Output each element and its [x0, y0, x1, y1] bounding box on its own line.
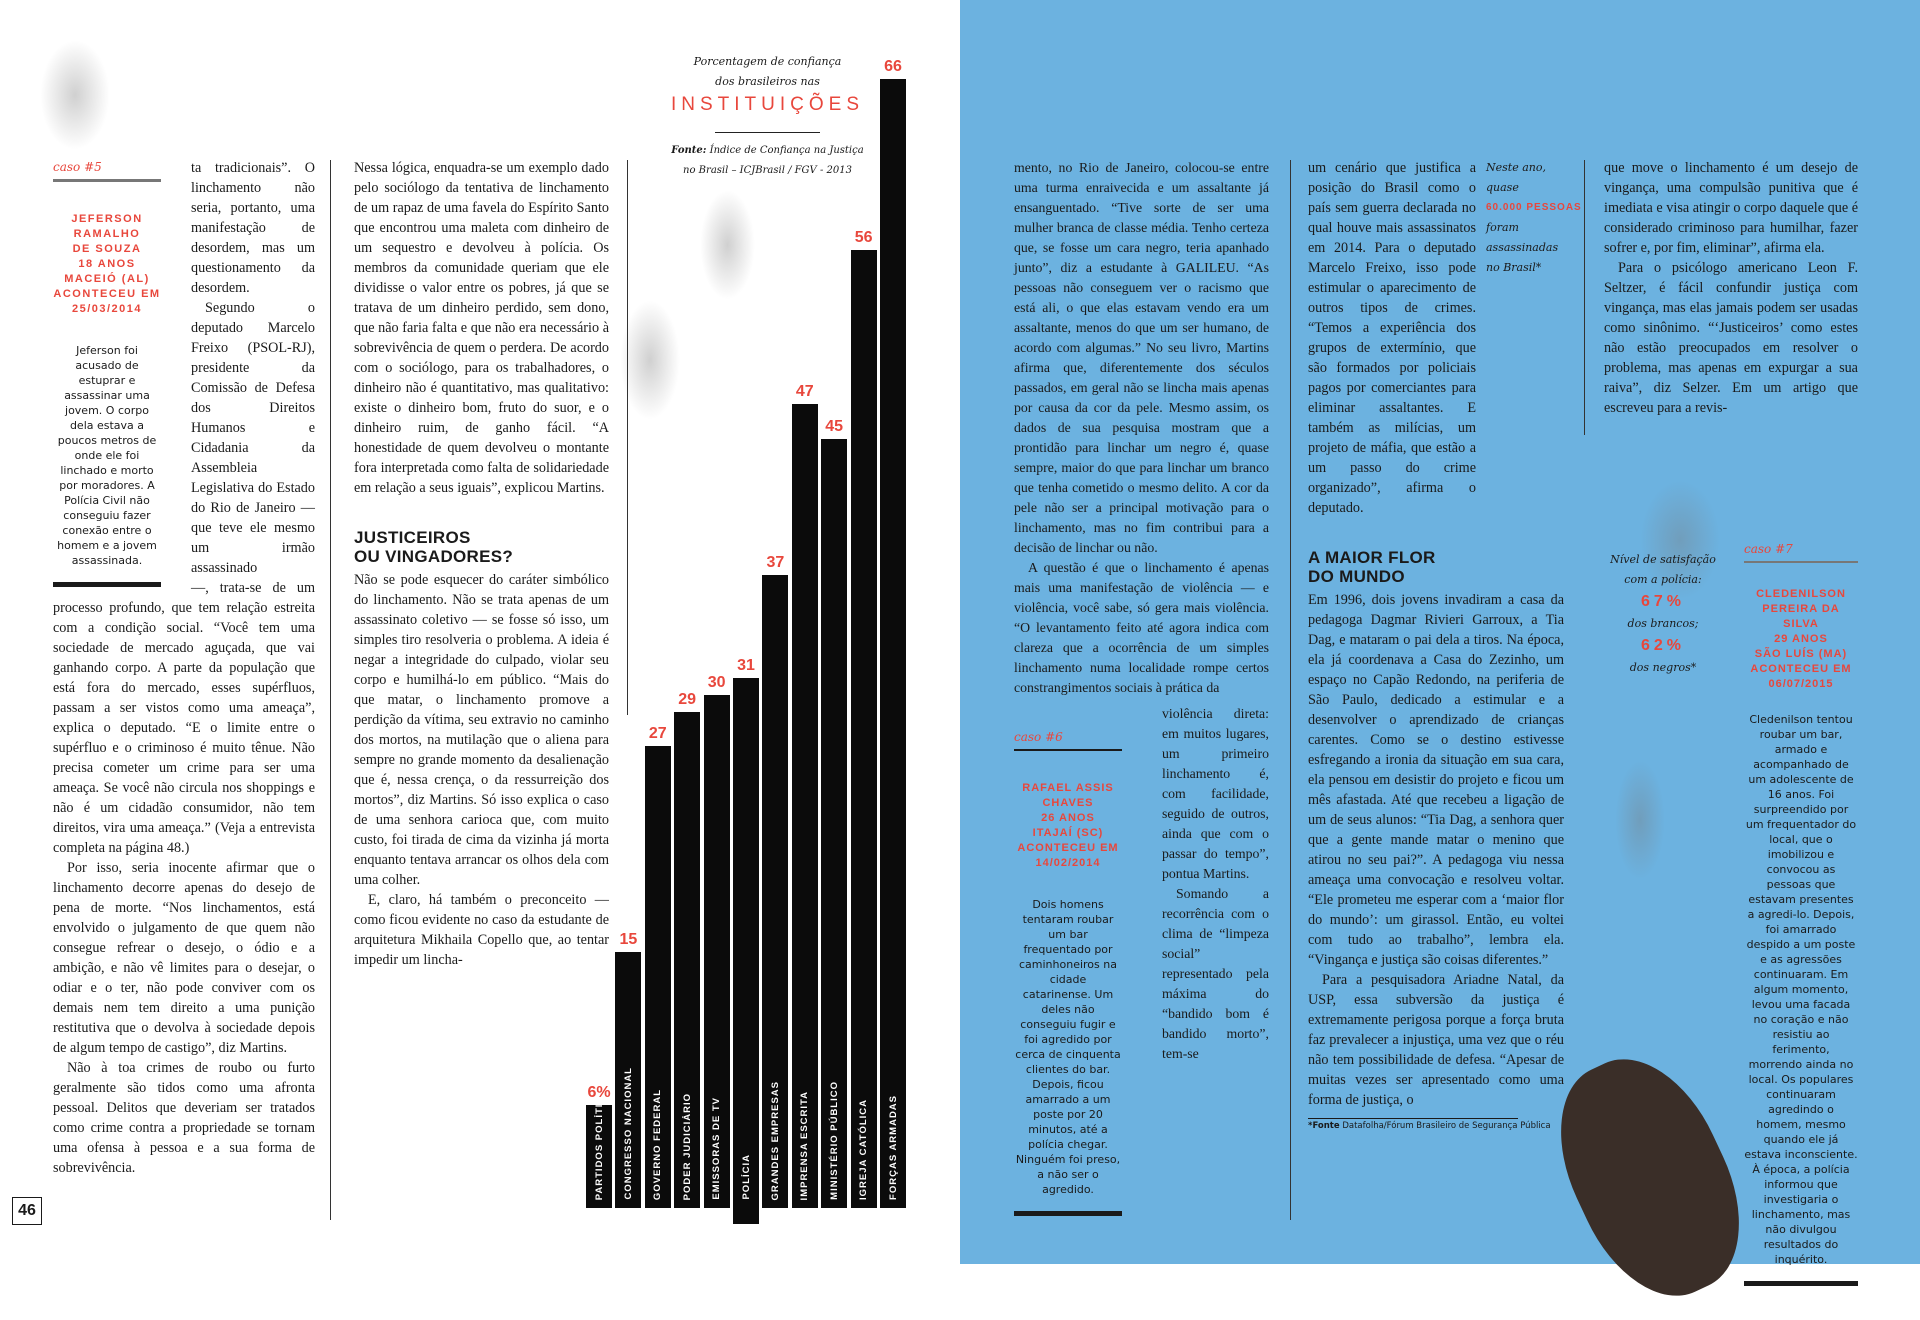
column-b-top: um cenário que justifica a posição do Br…	[1308, 158, 1581, 518]
sidenote: Neste ano, quase 60.000 PESSOAS foram as…	[1486, 158, 1586, 518]
category-label: IGREJA CATÓLICA	[858, 1098, 870, 1200]
chart-bar: POLÍCIA	[733, 677, 759, 1224]
article-column-1: caso #5 JEFERSON RAMALHO DE SOUZA 18 ANO…	[53, 158, 315, 1176]
page-number: 46	[12, 1197, 42, 1225]
divider	[1014, 749, 1122, 751]
chart-bar: IMPRENSA ESCRITA	[791, 404, 818, 1208]
divider	[715, 132, 820, 133]
case-story: Cledenilson tentou roubar um bar, armado…	[1744, 713, 1858, 1266]
value-label: 30	[707, 674, 726, 691]
category-label: PODER JUDICIÁRIO	[681, 1092, 693, 1200]
value-label: 47	[795, 383, 814, 401]
case-story: Dois homens tentaram roubar um bar frequ…	[1015, 898, 1121, 1196]
article-column-a: mento, no Rio de Janeiro, colocou-se ent…	[1014, 158, 1269, 1216]
chart-title-line: dos brasileiros nas	[715, 75, 820, 88]
chart-bar: PODER JUDICIÁRIO	[674, 712, 701, 1208]
footprint-image	[40, 40, 110, 150]
article-column-b: um cenário que justifica a posição do Br…	[1308, 158, 1581, 1133]
chart-bar: PARTIDOS POLÍTICOS	[586, 1080, 612, 1208]
value-label: 66	[884, 58, 902, 76]
case-sidebar: caso #6 RAFAEL ASSIS CHAVES 26 ANOS ITAJ…	[1014, 704, 1122, 1216]
section-heading: JUSTICEIROS OU VINGADORES?	[354, 528, 514, 566]
chart-bar: EMISSORAS DE TV	[703, 695, 730, 1208]
chart-bar: MINISTÉRIO PÚBLICO	[821, 438, 848, 1208]
footprint-image	[1640, 480, 1720, 600]
category-label: MINISTÉRIO PÚBLICO	[828, 1081, 840, 1200]
value-label: 45	[825, 417, 844, 435]
value-label: 15	[619, 930, 638, 948]
category-label: CONGRESSO NACIONAL	[622, 1067, 634, 1200]
column-a-lower: caso #6 RAFAEL ASSIS CHAVES 26 ANOS ITAJ…	[1014, 704, 1269, 1216]
value-label: 56	[854, 229, 873, 247]
article-column-c: que move o linchamento é um desejo de vi…	[1604, 160, 1858, 416]
article-column-2: Nessa lógica, enquadra-se um exemplo dad…	[354, 160, 609, 968]
case-sidebar: caso #5 JEFERSON RAMALHO DE SOUZA 18 ANO…	[53, 158, 161, 587]
case-person-info: RAFAEL ASSIS CHAVES 26 ANOS ITAJAÍ (SC) …	[1017, 782, 1119, 869]
divider	[53, 179, 161, 182]
case-sidebar: caso #7 CLEDENILSON PEREIRA DA SILVA 29 …	[1744, 540, 1858, 1286]
column-rule	[1290, 160, 1291, 1220]
category-label: POLÍCIA	[740, 1154, 752, 1200]
footnote: *Fonte Datafolha/Fórum Brasileiro de Seg…	[1308, 1121, 1551, 1131]
footprint-image	[1615, 760, 1665, 880]
column-rule	[627, 160, 628, 715]
value-label: 31	[737, 656, 755, 674]
article-column-a-narrow: violência direta: em muitos lugares, um …	[1162, 706, 1269, 1061]
divider	[1308, 1118, 1518, 1119]
satisfaction-note: Nível de satisfação com a polícia: 67% d…	[1604, 550, 1722, 678]
case-kicker: caso #5	[53, 160, 102, 174]
chart-bar: CONGRESSO NACIONAL	[615, 951, 642, 1208]
case-person-info: JEFERSON RAMALHO DE SOUZA 18 ANOS MACEIÓ…	[53, 213, 161, 315]
value-label: 27	[648, 725, 667, 743]
column-c-lower: Nível de satisfação com a polícia: 67% d…	[1604, 540, 1858, 1286]
column-rule	[1584, 160, 1585, 435]
divider	[1014, 1211, 1122, 1216]
chart-title-line: Porcentagem de confiança	[693, 55, 842, 68]
chart-bar: IGREJA CATÓLICA	[850, 250, 877, 1208]
footprint-image	[700, 190, 755, 300]
case-kicker: caso #7	[1744, 542, 1793, 556]
case-person-info: CLEDENILSON PEREIRA DA SILVA 29 ANOS SÃO…	[1750, 588, 1852, 690]
chart-title: INSTITUIÇÕES	[670, 94, 864, 115]
case-kicker: caso #6	[1014, 730, 1063, 744]
section-heading: A MAIOR FLOR DO MUNDO	[1308, 548, 1436, 586]
value-label: 29	[678, 691, 697, 709]
category-label: GOVERNO FEDERAL	[652, 1088, 664, 1200]
divider	[53, 582, 161, 587]
category-label: FORÇAS ARMADAS	[887, 1095, 899, 1200]
highlight-stat: 60.000 PESSOAS	[1486, 202, 1582, 213]
category-label: GRANDES EMPRESAS	[769, 1080, 781, 1200]
chart-bar: GOVERNO FEDERAL	[644, 746, 671, 1208]
chart-header: Porcentagem de confiança dos brasileiros…	[665, 52, 870, 181]
divider	[1744, 561, 1858, 563]
column-rule	[330, 160, 331, 1220]
chart-bar: FORÇAS ARMADAS	[880, 79, 906, 1208]
footprint-image	[620, 300, 680, 420]
divider	[1744, 1281, 1858, 1286]
category-label: IMPRENSA ESCRITA	[799, 1090, 811, 1200]
chart-bar: GRANDES EMPRESAS	[762, 575, 789, 1208]
value-label: 37	[766, 554, 785, 572]
stat-white: 67%	[1640, 593, 1686, 610]
stat-black: 62%	[1640, 637, 1686, 654]
value-label: 6%	[587, 1084, 611, 1102]
right-page-background	[960, 0, 1920, 1264]
category-label: EMISSORAS DE TV	[711, 1097, 723, 1200]
chart-source: Fonte: Índice de Confiança na Justiça no…	[671, 145, 864, 176]
case-story: Jeferson foi acusado de estuprar e assas…	[57, 344, 157, 567]
